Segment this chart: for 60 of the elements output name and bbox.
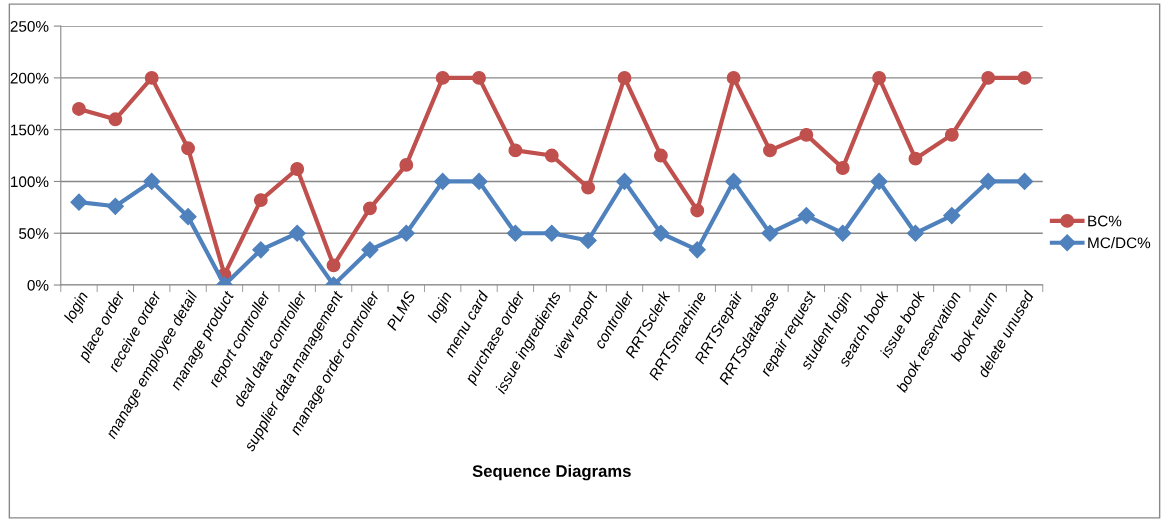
y-tick-label: 200% <box>10 72 49 84</box>
point <box>688 241 706 259</box>
point <box>106 197 124 215</box>
y-tick-label: 250% <box>10 20 49 32</box>
point <box>726 70 741 85</box>
point <box>361 241 379 259</box>
point <box>761 224 779 242</box>
point <box>434 172 452 190</box>
point <box>397 224 415 242</box>
point <box>617 70 632 85</box>
point <box>834 224 852 242</box>
point <box>72 102 86 116</box>
point <box>253 193 268 208</box>
point <box>835 161 850 175</box>
y-tick-label: 100% <box>11 176 49 188</box>
y-tick-label: 0% <box>27 279 49 291</box>
point <box>144 70 159 85</box>
point <box>799 127 814 142</box>
point <box>543 224 561 242</box>
point <box>908 151 923 166</box>
point <box>435 70 450 85</box>
point <box>943 207 961 225</box>
point <box>508 143 523 158</box>
point <box>544 148 559 163</box>
point <box>506 224 524 242</box>
point <box>70 193 88 211</box>
point <box>725 172 743 190</box>
point <box>870 172 888 190</box>
point <box>290 162 305 176</box>
point <box>979 172 997 190</box>
point <box>179 208 197 226</box>
point <box>690 203 705 218</box>
y-tick-label: 50% <box>19 228 49 239</box>
point <box>472 70 486 85</box>
point <box>1017 70 1032 85</box>
point <box>362 201 377 216</box>
point <box>470 172 488 190</box>
point <box>288 224 306 242</box>
point <box>872 70 887 85</box>
point <box>981 70 996 85</box>
y-tick-label: 150% <box>11 124 49 136</box>
point <box>615 172 634 190</box>
point <box>579 231 597 250</box>
point <box>797 207 815 225</box>
point <box>763 143 777 158</box>
legend-label: BC% <box>1088 215 1122 227</box>
point <box>653 148 668 163</box>
point <box>143 172 161 190</box>
point <box>1016 172 1034 190</box>
point <box>906 224 925 242</box>
x-axis-title: Sequence Diagrams <box>472 464 631 481</box>
point <box>581 180 596 195</box>
point <box>652 224 670 242</box>
point <box>399 157 414 172</box>
point <box>181 141 196 156</box>
point <box>944 127 959 142</box>
point <box>252 241 270 259</box>
point <box>326 258 341 273</box>
legend-label: MC/DC% <box>1088 237 1151 249</box>
point <box>108 112 123 127</box>
